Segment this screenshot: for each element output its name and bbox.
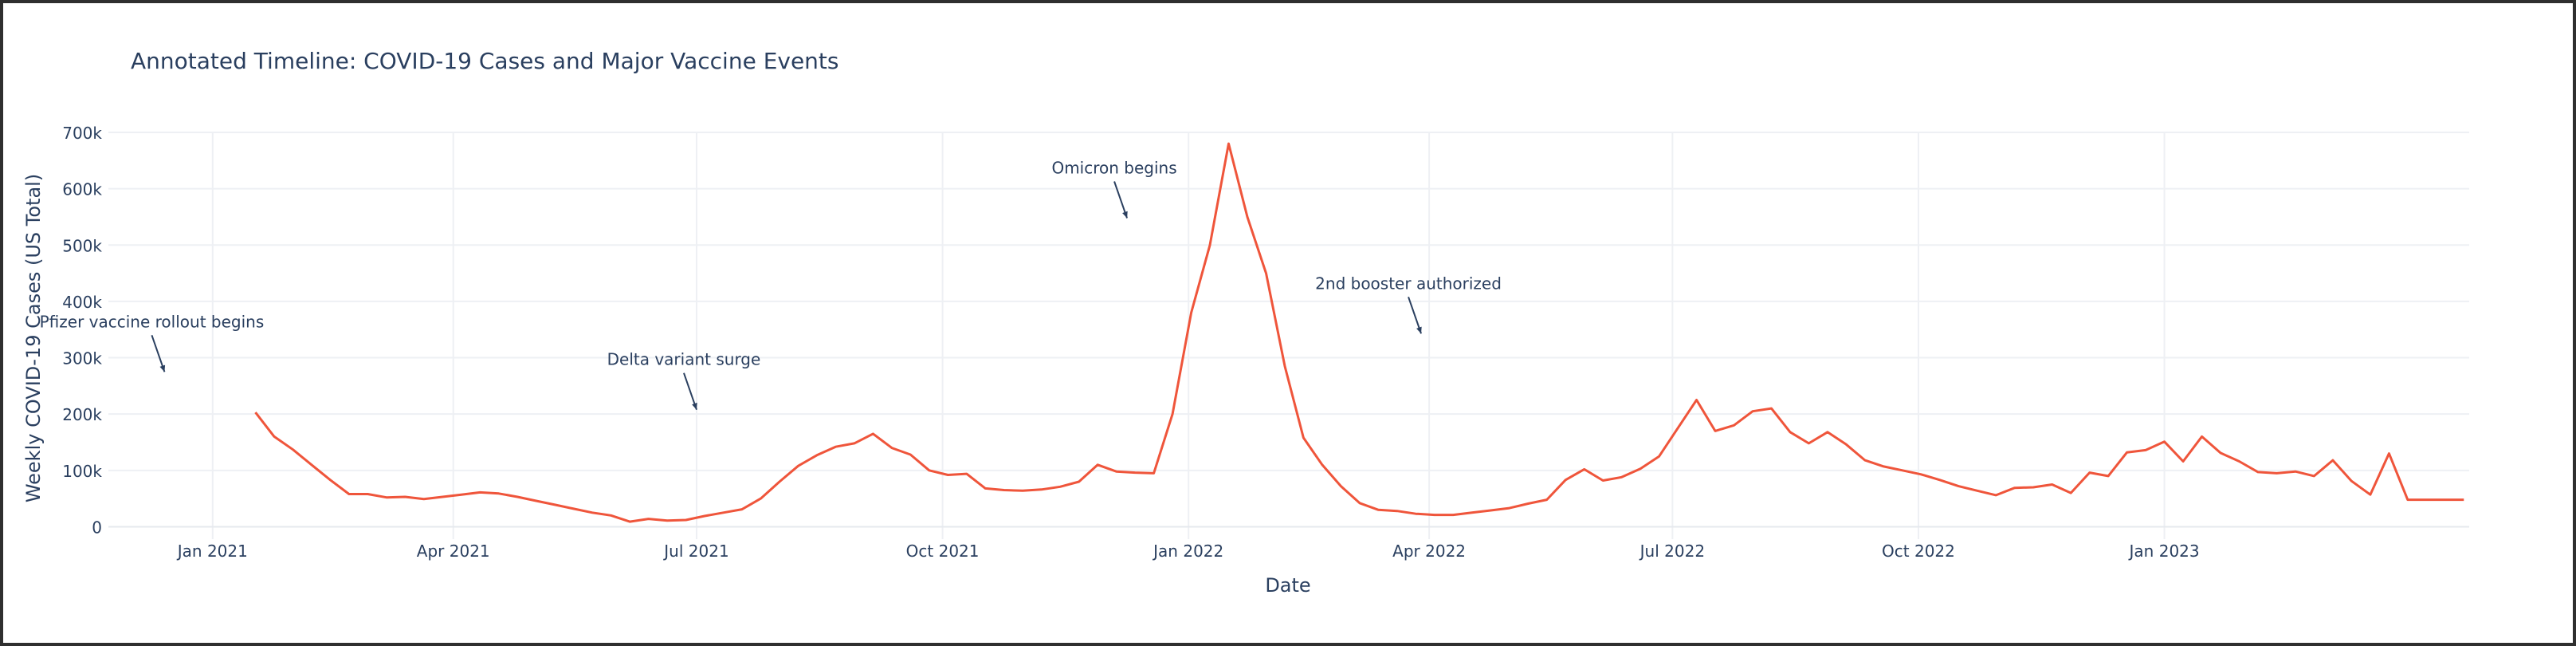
annotation-label: Omicron begins [1051,158,1176,177]
x-tick-label: Jan 2023 [2128,542,2200,561]
y-tick-label: 300k [62,349,102,368]
annotation-arrow [1113,181,1128,219]
y-axis-ticks: 0 100k 200k 300k 400k 500k 600k 700k [62,124,102,537]
chart-title: Annotated Timeline: COVID-19 Cases and M… [131,48,839,74]
annotation: Delta variant surge [607,350,761,410]
y-tick-label: 200k [62,405,102,424]
x-tick-label: Apr 2021 [417,542,490,561]
y-tick-label: 100k [62,462,102,481]
x-tick-label: Oct 2022 [1882,542,1955,561]
annotation-arrow [683,372,697,410]
x-tick-label: Jan 2021 [176,542,248,561]
x-tick-label: Jul 2022 [1639,542,1705,561]
series-line [254,142,2464,523]
y-tick-label: 600k [62,180,102,199]
annotation-layer: Pfizer vaccine rollout begins Delta varia… [40,158,1502,410]
x-axis-title: Date [1265,574,1310,597]
annotation: Omicron begins [1051,158,1177,219]
y-axis-title: Weekly COVID-19 Cases (US Total) [22,174,45,502]
grid [108,132,2469,539]
x-tick-label: Oct 2021 [906,542,980,561]
annotation-label: Delta variant surge [607,350,761,369]
x-tick-label: Jul 2021 [662,542,728,561]
annotation-arrow [151,334,166,372]
y-tick-label: 500k [62,236,102,255]
x-axis-ticks: Jan 2021 Apr 2021 Jul 2021 Oct 2021 Jan 2022… [176,542,2200,561]
annotation-arrow [1408,296,1422,334]
y-tick-label: 0 [92,518,102,537]
y-tick-label: 700k [62,124,102,143]
annotation: 2nd booster authorized [1315,274,1502,334]
annotation-label: 2nd booster authorized [1315,274,1502,293]
annotation-arrowhead [1416,326,1422,334]
annotation: Pfizer vaccine rollout begins [40,312,265,372]
annotation-arrowhead [692,402,697,410]
series-layer [254,142,2464,523]
annotation-arrowhead [1122,211,1128,219]
annotation-label: Pfizer vaccine rollout begins [40,312,265,331]
x-tick-label: Apr 2022 [1392,542,1466,561]
x-tick-label: Jan 2022 [1152,542,1223,561]
y-tick-label: 400k [62,293,102,312]
annotation-arrowhead [159,364,166,372]
